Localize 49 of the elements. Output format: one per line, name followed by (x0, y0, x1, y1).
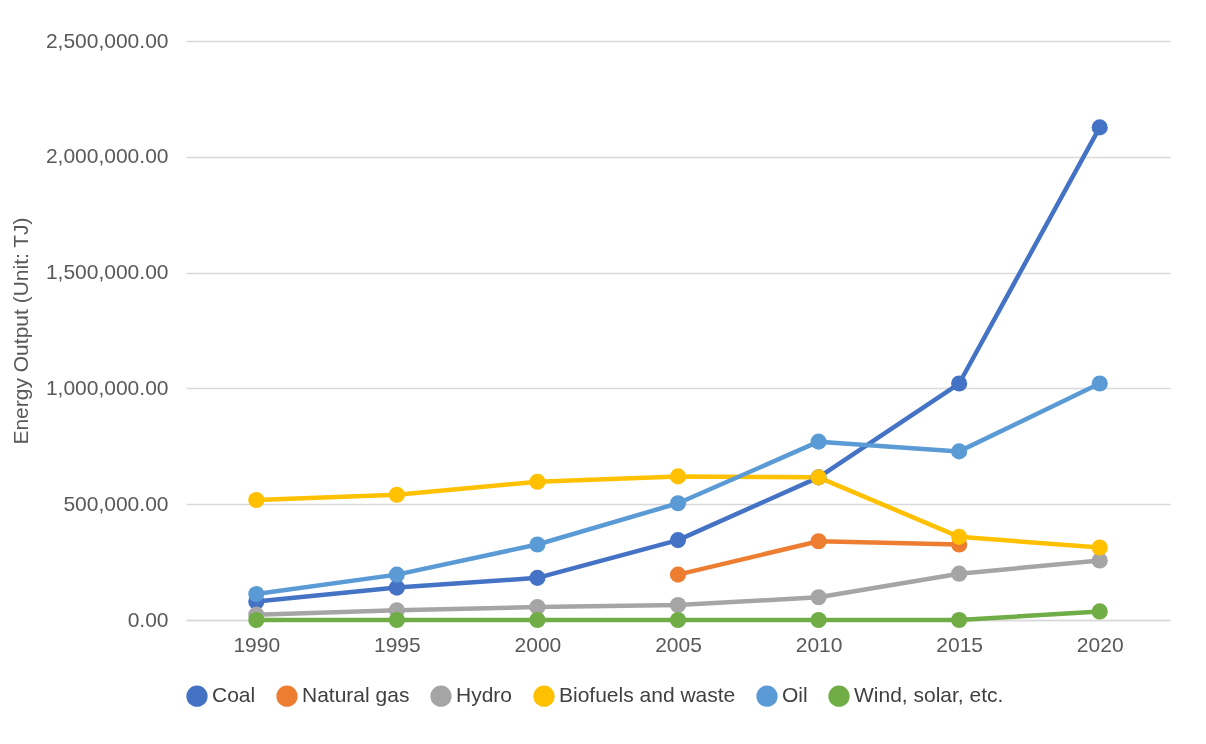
point (388, 611, 405, 629)
y-tick-label: 2,500,000.00 (45, 28, 169, 52)
point (669, 495, 687, 512)
point (529, 569, 546, 586)
x-tick-label: 1995 (374, 632, 421, 656)
legend-label: Biofuels and waste (559, 683, 736, 707)
legend-label: Hydro (456, 683, 513, 707)
point (1091, 539, 1108, 556)
point (810, 433, 827, 450)
x-tick-label: 2015 (936, 632, 983, 656)
point (529, 611, 546, 629)
point (529, 536, 546, 553)
point (1091, 119, 1108, 136)
y-axis-title: Energy Output (Unit: TJ) (8, 217, 32, 445)
point (388, 486, 405, 503)
point (810, 611, 827, 629)
point (669, 596, 687, 613)
point (1091, 375, 1108, 392)
legend-label: Coal (212, 683, 256, 707)
point (951, 611, 968, 629)
legend-label: Oil (782, 683, 808, 707)
point (669, 611, 687, 629)
point (951, 443, 968, 460)
point (810, 533, 827, 550)
x-tick-label: 1990 (233, 632, 281, 656)
point (951, 565, 968, 582)
point (669, 566, 687, 583)
x-tick-label: 2020 (1076, 632, 1124, 656)
legend-label: Wind, solar, etc. (854, 683, 1004, 707)
point (529, 473, 546, 490)
point (248, 611, 265, 629)
point (810, 589, 827, 606)
point (669, 468, 687, 485)
point (951, 375, 968, 392)
point (248, 491, 265, 509)
y-tick-label: 500,000.00 (63, 491, 169, 515)
y-tick-label: 1,500,000.00 (45, 260, 169, 284)
x-tick-label: 2000 (514, 632, 562, 656)
x-tick-label: 2005 (655, 632, 702, 656)
y-tick-label: 1,000,000.00 (45, 375, 169, 399)
point (248, 586, 265, 603)
x-tick-label: 2010 (795, 632, 843, 656)
legend-label: Natural gas (302, 683, 410, 707)
point (951, 528, 968, 545)
y-tick-label: 0.00 (127, 607, 169, 631)
point (669, 532, 687, 549)
point (388, 566, 405, 583)
point (1091, 603, 1108, 620)
y-tick-label: 2,000,000.00 (45, 144, 169, 168)
